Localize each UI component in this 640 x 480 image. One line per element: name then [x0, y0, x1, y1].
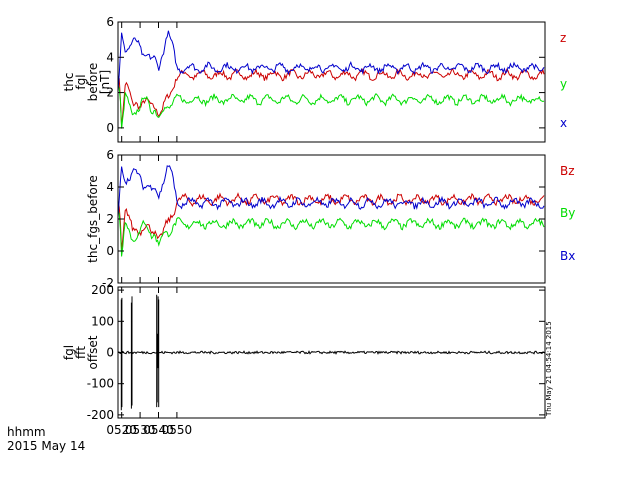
legend-entry-y: y: [560, 77, 567, 91]
y-tick-label: 6: [106, 148, 114, 162]
time-axis-label: hhmm: [7, 425, 46, 439]
y-axis-title-line: thc_fgs_before: [86, 175, 100, 263]
y-tick-label: 0: [106, 121, 114, 135]
y-axis-title-line: fgl: [62, 345, 76, 360]
y-tick-label: 6: [106, 15, 114, 29]
date-label: 2015 May 14: [7, 439, 85, 453]
series-y-line: [118, 84, 545, 129]
y-tick-label: 100: [91, 314, 114, 328]
series-bx-line: [118, 165, 545, 217]
panel-2: -2 0 2 4 6 thc_fgs_before Bz By Bx: [86, 148, 575, 290]
legend-entry-z: z: [560, 31, 566, 45]
creation-stamp: Thu May 21 04:54:14 2015: [545, 321, 553, 417]
series-offset-line: [118, 294, 545, 411]
y-tick-label: 0: [106, 346, 114, 360]
y-tick-label: 200: [91, 283, 114, 297]
series-bz-line: [118, 192, 545, 250]
legend-entry-by: By: [560, 206, 575, 220]
panel-frame: [117, 21, 546, 143]
legend-entry-x: x: [560, 116, 567, 130]
y-tick-label: 2: [106, 86, 114, 100]
series-x-line: [118, 30, 545, 91]
x-tick-label: 0530: [125, 423, 156, 437]
legend-entry-bx: Bx: [560, 249, 575, 263]
y-tick-label: -100: [87, 377, 114, 391]
x-tick-label: 0540: [143, 423, 174, 437]
series-z-line: [118, 67, 545, 128]
y-tick-label: -200: [87, 408, 114, 422]
legend-entry-bz: Bz: [560, 164, 575, 178]
y-tick-label: 4: [106, 180, 114, 194]
y-tick-label: 2: [106, 212, 114, 226]
y-axis-title-line: offset: [86, 335, 100, 369]
y-axis-title-line: [nT]: [98, 70, 112, 94]
y-axis-title-line: before: [86, 63, 100, 102]
x-tick-label: 0520: [106, 423, 137, 437]
panel-frame: [117, 154, 546, 284]
y-tick-label: 4: [106, 50, 114, 64]
y-tick-label: 0: [106, 244, 114, 258]
y-axis-title-line: thc: [62, 73, 76, 92]
x-tick-label: 0550: [162, 423, 193, 437]
series-by-line: [118, 210, 545, 257]
y-tick-label: -2: [102, 276, 114, 290]
y-axis-title-line: fgl: [74, 74, 88, 89]
y-axis-title-line: fft: [74, 346, 88, 359]
